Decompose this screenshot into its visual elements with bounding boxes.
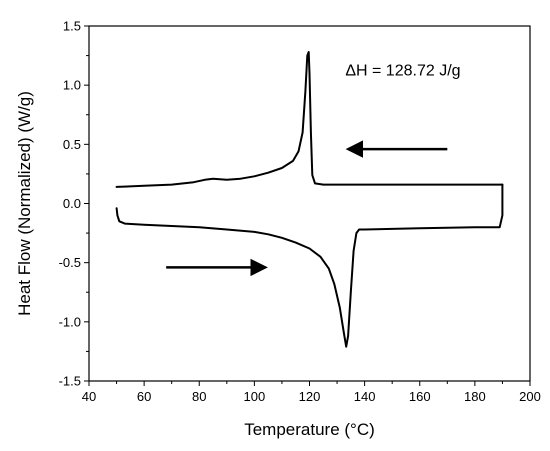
x-axis-ticks: 40 60 80 100 120 140 160 180 200 bbox=[82, 381, 541, 404]
x-tick-label: 120 bbox=[299, 389, 321, 404]
direction-arrows bbox=[166, 140, 448, 277]
y-tick-label: 0.5 bbox=[63, 137, 81, 152]
x-tick-label: 180 bbox=[464, 389, 486, 404]
y-tick-label: 1.5 bbox=[63, 19, 81, 34]
x-tick-label: 60 bbox=[137, 389, 151, 404]
x-tick-label: 140 bbox=[354, 389, 376, 404]
y-axis-ticks: -1.5 -1.0 -0.5 0.0 0.5 1.0 1.5 bbox=[59, 19, 89, 389]
x-axis-title: Temperature (°C) bbox=[244, 420, 375, 439]
curves bbox=[115, 51, 504, 348]
x-tick-label: 40 bbox=[82, 389, 96, 404]
y-tick-label: 0.0 bbox=[63, 196, 81, 211]
y-tick-label: 1.0 bbox=[63, 78, 81, 93]
x-tick-label: 80 bbox=[192, 389, 206, 404]
x-tick-label: 160 bbox=[409, 389, 431, 404]
heating-curve bbox=[115, 183, 504, 348]
y-axis-title: Heat Flow (Normalized) (W/g) bbox=[15, 91, 34, 316]
y-tick-label: -1.0 bbox=[59, 314, 81, 329]
cooling-curve bbox=[115, 51, 504, 188]
enthalpy-annotation: ΔH = 128.72 J/g bbox=[345, 63, 460, 80]
y-tick-label: -1.5 bbox=[59, 374, 81, 389]
x-tick-label: 100 bbox=[244, 389, 266, 404]
x-tick-label: 200 bbox=[519, 389, 541, 404]
y-tick-label: -0.5 bbox=[59, 255, 81, 270]
